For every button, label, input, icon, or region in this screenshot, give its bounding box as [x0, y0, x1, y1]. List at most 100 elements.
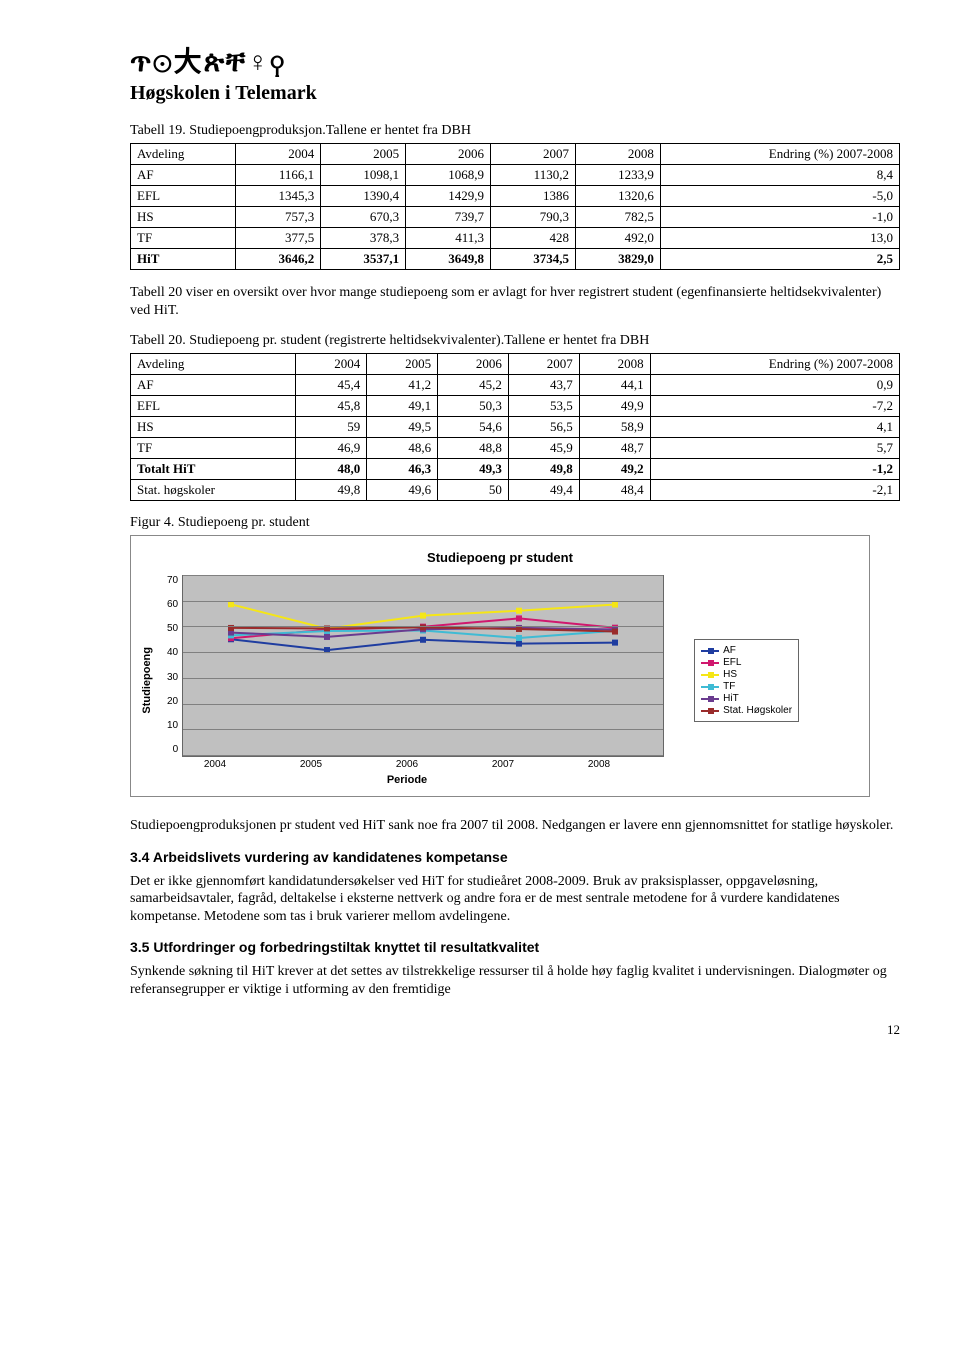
table-cell: HS: [131, 207, 236, 228]
table-cell: 1320,6: [575, 186, 660, 207]
table-cell: 428: [491, 228, 576, 249]
table-cell: 5,7: [650, 438, 899, 459]
table1-caption: Tabell 19. Studiepoengproduksjon.Tallene…: [130, 123, 900, 139]
col-2006: 2006: [406, 144, 491, 165]
ytick-label: 70: [167, 575, 178, 586]
ytick-label: 10: [167, 720, 178, 731]
legend-label: EFL: [723, 657, 741, 668]
table-cell: 3649,8: [406, 249, 491, 270]
table2-caption: Tabell 20. Studiepoeng pr. student (regi…: [130, 333, 900, 349]
table-cell: 54,6: [438, 417, 509, 438]
ytick-label: 60: [167, 599, 178, 610]
xtick-label: 2004: [204, 759, 226, 770]
table-cell: 1098,1: [321, 165, 406, 186]
legend-item: TF: [701, 681, 792, 692]
table-cell: EFL: [131, 186, 236, 207]
col-2008: 2008: [579, 354, 650, 375]
page-number: 12: [130, 1022, 900, 1038]
table-cell: Stat. høgskoler: [131, 480, 296, 501]
table-cell: 45,2: [438, 375, 509, 396]
table-row: Stat. høgskoler49,849,65049,448,4-2,1: [131, 480, 900, 501]
table-cell: 48,8: [438, 438, 509, 459]
table-cell: 0,9: [650, 375, 899, 396]
table-cell: 48,7: [579, 438, 650, 459]
col-avdeling: Avdeling: [131, 354, 296, 375]
table1: Avdeling 2004 2005 2006 2007 2008 Endrin…: [130, 143, 900, 270]
table-row: HS5949,554,656,558,94,1: [131, 417, 900, 438]
table-cell: -2,1: [650, 480, 899, 501]
table-row: AF45,441,245,243,744,10,9: [131, 375, 900, 396]
table-cell: 3829,0: [575, 249, 660, 270]
paragraph-1: Tabell 20 viser en oversikt over hvor ma…: [130, 284, 900, 319]
xtick-label: 2005: [300, 759, 322, 770]
legend-label: Stat. Høgskoler: [723, 705, 792, 716]
table-cell: 13,0: [660, 228, 899, 249]
table-cell: -1,0: [660, 207, 899, 228]
logo-text: Høgskolen i Telemark: [130, 82, 900, 105]
table-cell: AF: [131, 375, 296, 396]
table-cell: 45,8: [296, 396, 367, 417]
table1-header-row: Avdeling 2004 2005 2006 2007 2008 Endrin…: [131, 144, 900, 165]
table-row: AF1166,11098,11068,91130,21233,98,4: [131, 165, 900, 186]
table-cell: 49,4: [508, 480, 579, 501]
table-cell: 782,5: [575, 207, 660, 228]
chart-legend: AFEFLHSTFHiTStat. Høgskoler: [694, 639, 799, 722]
table-cell: 45,4: [296, 375, 367, 396]
xtick-label: 2008: [588, 759, 610, 770]
table-cell: 49,2: [579, 459, 650, 480]
table-cell: 2,5: [660, 249, 899, 270]
ytick-label: 20: [167, 696, 178, 707]
table-cell: 4,1: [650, 417, 899, 438]
table-cell: 1233,9: [575, 165, 660, 186]
table-cell: TF: [131, 438, 296, 459]
xtick-label: 2007: [492, 759, 514, 770]
logo-glyphs: ጥ⊙大ጵቸ♀⚲: [130, 40, 900, 80]
table-cell: 50: [438, 480, 509, 501]
table-cell: 3646,2: [236, 249, 321, 270]
legend-item: Stat. Høgskoler: [701, 705, 792, 716]
table-row: Totalt HiT48,046,349,349,849,2-1,2: [131, 459, 900, 480]
chart-xlabel: Periode: [167, 774, 647, 786]
table-cell: 48,4: [579, 480, 650, 501]
col-2004: 2004: [236, 144, 321, 165]
table-cell: 48,0: [296, 459, 367, 480]
table-cell: -5,0: [660, 186, 899, 207]
table-row: HiT3646,23537,13649,83734,53829,02,5: [131, 249, 900, 270]
table-cell: 41,2: [367, 375, 438, 396]
table-cell: 49,8: [296, 480, 367, 501]
table-cell: 739,7: [406, 207, 491, 228]
chart-container: Studiepoeng pr student Studiepoeng 01020…: [130, 535, 870, 797]
table-cell: TF: [131, 228, 236, 249]
table-cell: 49,9: [579, 396, 650, 417]
chart-title: Studiepoeng pr student: [141, 550, 859, 565]
ytick-label: 50: [167, 623, 178, 634]
chart-xticks: 20042005200620072008: [167, 759, 647, 770]
table2-header-row: Avdeling 2004 2005 2006 2007 2008 Endrin…: [131, 354, 900, 375]
ytick-label: 30: [167, 672, 178, 683]
table-cell: 3537,1: [321, 249, 406, 270]
table-cell: 1386: [491, 186, 576, 207]
table-cell: 49,5: [367, 417, 438, 438]
heading-3-4: 3.4 Arbeidslivets vurdering av kandidate…: [130, 849, 900, 865]
table-row: EFL45,849,150,353,549,9-7,2: [131, 396, 900, 417]
table-cell: 59: [296, 417, 367, 438]
legend-swatch: [701, 686, 719, 688]
col-2006: 2006: [438, 354, 509, 375]
table-cell: 1166,1: [236, 165, 321, 186]
legend-swatch: [701, 698, 719, 700]
col-2004: 2004: [296, 354, 367, 375]
table-cell: 3734,5: [491, 249, 576, 270]
table-cell: 58,9: [579, 417, 650, 438]
table-cell: 49,6: [367, 480, 438, 501]
col-endring: Endring (%) 2007-2008: [650, 354, 899, 375]
chart-caption: Figur 4. Studiepoeng pr. student: [130, 515, 900, 531]
table-row: TF377,5378,3411,3428492,013,0: [131, 228, 900, 249]
chart-ylabel: Studiepoeng: [141, 647, 153, 714]
table-cell: 53,5: [508, 396, 579, 417]
table-cell: -7,2: [650, 396, 899, 417]
table-cell: Totalt HiT: [131, 459, 296, 480]
col-2005: 2005: [321, 144, 406, 165]
table-cell: 492,0: [575, 228, 660, 249]
table-cell: 1429,9: [406, 186, 491, 207]
legend-label: TF: [723, 681, 735, 692]
